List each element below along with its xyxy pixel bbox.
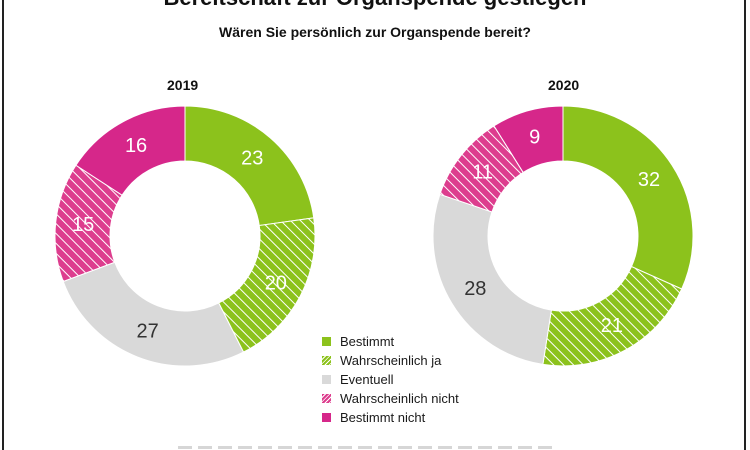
legend-swatch-bestimmt-nicht	[322, 413, 331, 422]
data-label-2020-eventuell: 28	[464, 278, 486, 300]
data-label-2019-bestimmt: 23	[241, 148, 263, 170]
legend-item-wahrscheinlich-nicht: Wahrscheinlich nicht	[322, 389, 459, 408]
donut-slice-2020-bestimmt	[562, 105, 694, 290]
donut-slice-2019-bestimmt-nicht	[75, 105, 186, 196]
legend-item-eventuell: Eventuell	[322, 370, 459, 389]
legend-swatch-bestimmt	[322, 337, 331, 346]
donut-title-2020: 2020	[548, 77, 580, 93]
legend-item-bestimmt-nicht: Bestimmt nicht	[322, 408, 459, 427]
data-label-2020-wahrscheinlich-nicht: 11	[472, 161, 493, 183]
data-label-2019-wahrscheinlich-ja: 20	[265, 273, 287, 295]
chart-subtitle: Wären Sie persönlich zur Organspende ber…	[219, 24, 531, 40]
chart-title: Bereitschaft zur Organspende gestiegen	[0, 0, 750, 11]
legend-swatch-wahrscheinlich-ja	[322, 356, 331, 365]
donut-slice-2019-eventuell	[62, 261, 245, 367]
legend-label: Wahrscheinlich ja	[340, 353, 442, 368]
data-label-2020-bestimmt: 32	[638, 169, 660, 191]
legend-label: Eventuell	[340, 372, 394, 387]
data-label-2019-wahrscheinlich-nicht: 15	[72, 214, 94, 236]
donut-title-2019: 2019	[167, 77, 199, 93]
donut-2019: 23 20 27 15 16	[54, 105, 316, 367]
legend-swatch-wahrscheinlich-nicht	[322, 394, 331, 403]
donut-slice-2020-bestimmt-nicht	[493, 105, 564, 174]
donut-2020: 32 21 28 11 9	[432, 105, 694, 367]
data-label-2019-eventuell: 27	[136, 320, 158, 342]
legend-item-bestimmt: Bestimmt	[322, 332, 459, 351]
footer-source-line	[178, 446, 558, 449]
data-label-2019-bestimmt-nicht: 16	[125, 135, 147, 157]
donut-slice-2020-eventuell	[432, 193, 552, 366]
frame-border-right	[744, 0, 746, 450]
frame-border-left	[2, 0, 4, 450]
legend-item-wahrscheinlich-ja: Wahrscheinlich ja	[322, 351, 459, 370]
legend-label: Bestimmt	[340, 334, 395, 349]
data-label-2020-bestimmt-nicht: 9	[529, 126, 540, 148]
legend-label: Bestimmt nicht	[340, 410, 426, 425]
donut-slice-2019-wahrscheinlich-ja	[218, 217, 316, 353]
legend-label: Wahrscheinlich nicht	[340, 391, 459, 406]
donut-slice-2019-bestimmt	[184, 105, 315, 227]
legend-swatch-eventuell	[322, 375, 331, 384]
data-label-2020-wahrscheinlich-ja: 21	[601, 315, 623, 337]
legend: Bestimmt Wahrscheinlich ja Eventuell Wah…	[322, 332, 459, 427]
